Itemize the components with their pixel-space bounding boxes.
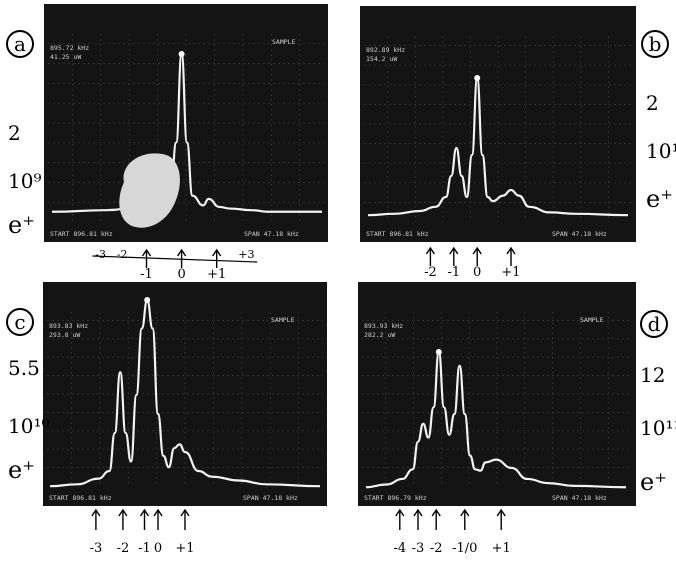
sideband-arrow-head xyxy=(212,248,222,257)
panel-a-label: a xyxy=(14,32,26,56)
panel-a-stop: SPAN 47.18 kHz xyxy=(244,230,299,238)
panel-c-scale-label: 5.5 xyxy=(8,356,40,380)
strike-line xyxy=(92,255,258,263)
panel-d-marker-freq: 893.93 kHz xyxy=(364,322,403,330)
panel-a-scale-label: 10⁹ xyxy=(8,169,41,193)
sideband-arrow-head xyxy=(425,246,435,255)
sideband-arrow-head xyxy=(118,508,128,517)
panel-c-stop: SPAN 47.18 kHz xyxy=(243,494,298,502)
panel-c-marker-freq: 893.83 kHz xyxy=(49,322,88,330)
panel-d-marker-level: 282.2 uW xyxy=(364,331,395,339)
sideband-arrow-head xyxy=(91,508,101,517)
panel-a-mode: SAMPLE xyxy=(272,38,296,46)
sideband-order-label: 0 xyxy=(473,265,481,280)
sideband-order-label: -3 xyxy=(412,541,425,556)
sideband-order-label: +1 xyxy=(175,541,194,556)
panel-c-label: c xyxy=(14,310,25,334)
panel-c-peak-marker xyxy=(144,297,151,303)
sideband-order-label: +1 xyxy=(501,265,520,280)
sideband-arrow-head xyxy=(139,508,150,517)
panel-b-label: b xyxy=(649,32,662,56)
panel-b-start: START 896.81 kHz xyxy=(366,230,429,238)
panel-d-peak-marker xyxy=(435,349,442,355)
panel-a-scale-label: e⁺ xyxy=(8,211,35,239)
panel-b-scale-label: 10¹⁰ xyxy=(646,139,676,163)
panel-a-start: START 896.81 kHz xyxy=(50,230,113,238)
sideband-arrow-head xyxy=(460,508,470,517)
panel-d-trace xyxy=(365,350,627,489)
panel-b-label-circle xyxy=(641,30,669,58)
panel-c-start: START 896.81 kHz xyxy=(49,494,112,502)
panel-a-label-circle xyxy=(6,30,34,58)
struck-order-label: -3 xyxy=(95,248,106,261)
struck-order-label: -2 xyxy=(117,248,128,261)
panel-a-marker-level: 41.25 uW xyxy=(50,53,81,61)
panel-b-scale-label: 2 xyxy=(646,91,659,115)
panel-d-start: START 896.79 kHz xyxy=(364,494,427,502)
sideband-arrow-head xyxy=(395,508,405,517)
sideband-arrow-head xyxy=(177,248,187,257)
panel-d-mode: SAMPLE xyxy=(580,316,604,324)
sideband-arrow-head xyxy=(180,508,190,517)
panel-c-scale-label: e⁺ xyxy=(8,456,35,484)
sideband-arrow-head xyxy=(153,508,163,517)
sideband-arrow-head xyxy=(506,246,516,255)
panel-b-scale-label: e⁺ xyxy=(646,185,673,213)
sideband-order-label: 0 xyxy=(154,541,162,556)
sideband-arrow-head xyxy=(496,508,506,517)
panel-d-stop: SPAN 47.18 kHz xyxy=(552,494,607,502)
sideband-order-label: +1 xyxy=(492,541,511,556)
panel-c-scale-label: 10¹⁰ xyxy=(8,414,49,438)
panel-c-marker-level: 293.8 uW xyxy=(49,331,80,339)
panel-b-peak-marker xyxy=(474,75,481,81)
panel-d-label-circle xyxy=(640,310,668,338)
sideband-order-label: 0 xyxy=(177,267,185,282)
panel-c-mode: SAMPLE xyxy=(271,316,295,324)
panel-b-marker-freq: 892.89 kHz xyxy=(366,46,405,54)
struck-order-label: +3 xyxy=(238,248,254,261)
panel-c-trace xyxy=(49,298,321,488)
sideband-order-label: -1/0 xyxy=(452,541,477,556)
sideband-order-label: -3 xyxy=(90,541,103,556)
panel-d-scale-label: e⁺ xyxy=(640,468,667,496)
sideband-arrow-head xyxy=(472,246,482,255)
sideband-order-label: -4 xyxy=(393,541,406,556)
sideband-order-label: -1 xyxy=(138,541,151,556)
panel-d-scale-label: 10¹¹ xyxy=(640,416,676,440)
sideband-order-label: -2 xyxy=(430,541,443,556)
panel-a-marker-freq: 895.72 kHz xyxy=(50,44,89,52)
sideband-arrow-head xyxy=(413,508,423,517)
panel-a-peak-marker xyxy=(178,51,185,57)
sideband-order-label: -2 xyxy=(117,541,130,556)
sideband-order-label: -2 xyxy=(424,265,437,280)
panel-c-label-circle xyxy=(6,308,34,336)
sideband-arrow-head xyxy=(431,508,441,517)
sideband-order-label: -1 xyxy=(447,265,460,280)
sideband-arrow-head xyxy=(141,248,152,257)
panel-b-marker-level: 154.2 uW xyxy=(366,55,397,63)
sideband-order-label: +1 xyxy=(207,267,226,282)
panel-b-stop: SPAN 47.18 kHz xyxy=(552,230,607,238)
panel-d-scale-label: 12 xyxy=(640,363,665,387)
panel-d-label: d xyxy=(648,312,661,336)
specimen-blob xyxy=(119,153,180,228)
sideband-arrow-head xyxy=(449,246,459,255)
panel-a-scale-label: 2 xyxy=(8,121,21,145)
sideband-order-label: -1 xyxy=(140,267,153,282)
